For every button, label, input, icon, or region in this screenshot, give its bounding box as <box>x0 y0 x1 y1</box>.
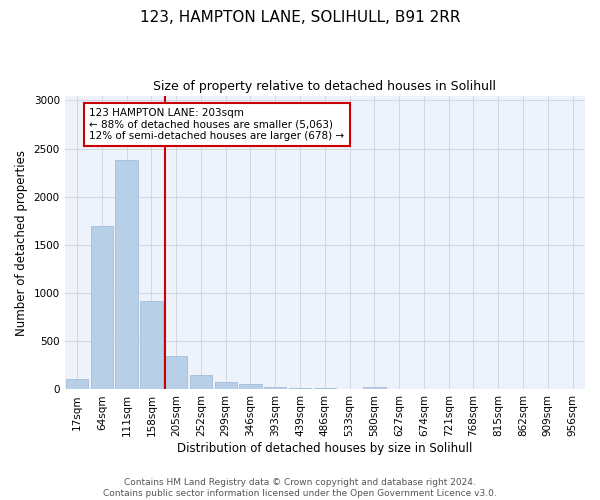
Bar <box>165 356 187 390</box>
Bar <box>314 388 336 390</box>
Text: 123 HAMPTON LANE: 203sqm
← 88% of detached houses are smaller (5,063)
12% of sem: 123 HAMPTON LANE: 203sqm ← 88% of detach… <box>89 108 344 142</box>
Bar <box>363 387 386 390</box>
Bar <box>66 379 88 390</box>
Bar <box>215 382 237 390</box>
Bar <box>264 386 286 390</box>
Text: 123, HAMPTON LANE, SOLIHULL, B91 2RR: 123, HAMPTON LANE, SOLIHULL, B91 2RR <box>140 10 460 25</box>
X-axis label: Distribution of detached houses by size in Solihull: Distribution of detached houses by size … <box>177 442 473 455</box>
Bar <box>190 374 212 390</box>
Bar <box>140 301 163 390</box>
Text: Contains HM Land Registry data © Crown copyright and database right 2024.
Contai: Contains HM Land Registry data © Crown c… <box>103 478 497 498</box>
Bar <box>239 384 262 390</box>
Bar <box>91 226 113 390</box>
Title: Size of property relative to detached houses in Solihull: Size of property relative to detached ho… <box>154 80 496 93</box>
Bar <box>115 160 138 390</box>
Bar <box>289 388 311 390</box>
Y-axis label: Number of detached properties: Number of detached properties <box>15 150 28 336</box>
Bar <box>338 388 361 390</box>
